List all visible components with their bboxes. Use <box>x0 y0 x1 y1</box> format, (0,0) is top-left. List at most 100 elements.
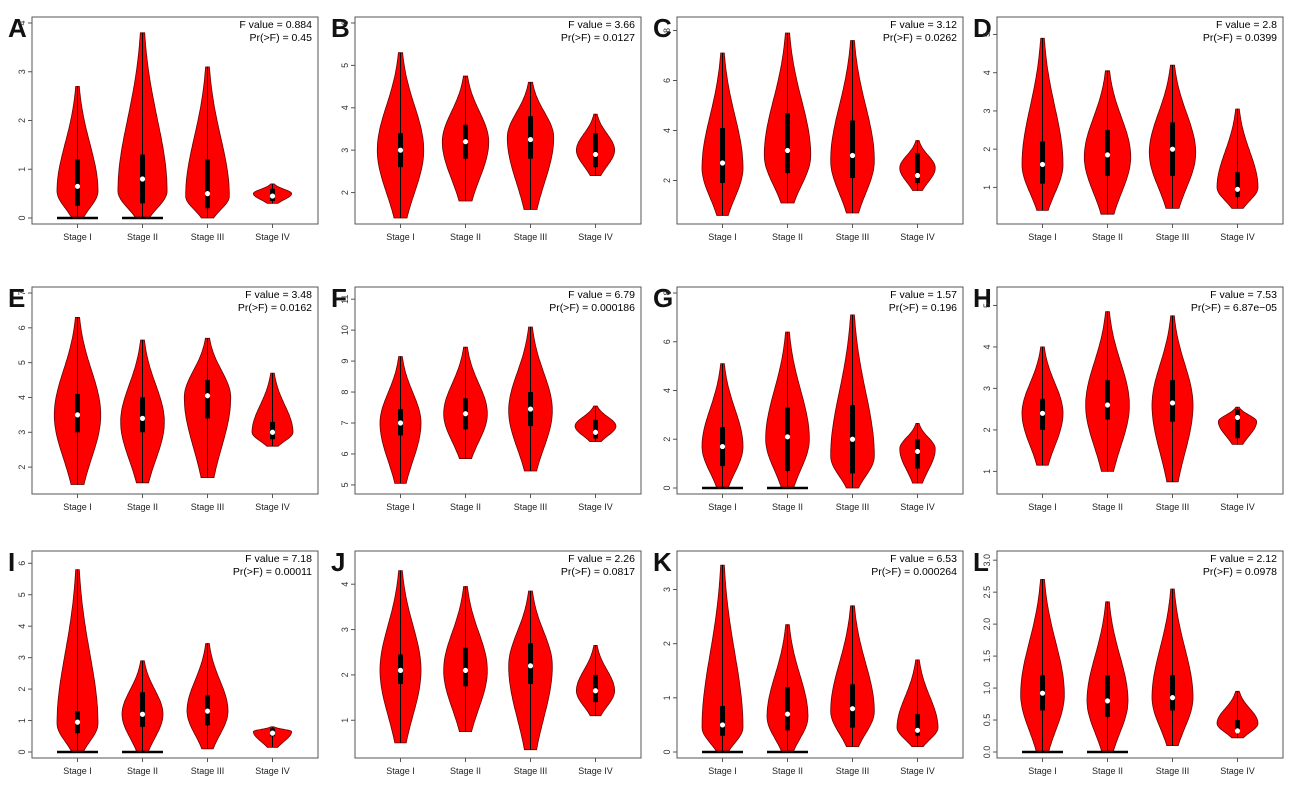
x-tick-label: Stage I <box>63 766 92 776</box>
y-tick-label: 6 <box>340 451 350 456</box>
median-dot <box>270 731 275 736</box>
y-tick-label: 8 <box>662 290 672 295</box>
y-tick-label: 0 <box>17 749 27 754</box>
panel-h: H 1 2 3 4 5 Stage I Stage II Stage III Stage IV F … <box>973 283 1283 512</box>
p-value-text: Pr(>F) = 0.0127 <box>561 32 635 44</box>
y-tick-label: 3.0 <box>982 554 992 567</box>
panel-d: D 1 2 3 4 5 Stage I Stage II Stage III Stage IV F … <box>973 13 1283 242</box>
median-dot <box>720 722 725 727</box>
x-tick-label: Stage IV <box>578 232 613 242</box>
panel-label: K <box>653 547 672 577</box>
x-tick-label: Stage III <box>191 502 225 512</box>
y-tick-label: 5 <box>982 32 992 37</box>
x-tick-label: Stage IV <box>255 502 290 512</box>
panel-a: A 0 1 2 3 4 Stage I Stage II Stage III Stage IV F … <box>8 13 318 242</box>
y-tick-label: 4 <box>17 395 27 400</box>
p-value-text: Pr(>F) = 0.196 <box>889 302 957 314</box>
y-tick-label: 2 <box>17 465 27 470</box>
x-tick-label: Stage I <box>708 766 737 776</box>
x-tick-label: Stage IV <box>900 232 935 242</box>
x-tick-label: Stage III <box>514 502 548 512</box>
x-tick-label: Stage IV <box>900 502 935 512</box>
y-tick-label: 2 <box>662 641 672 646</box>
y-tick-label: 0.0 <box>982 746 992 759</box>
y-tick-label: 6 <box>662 78 672 83</box>
p-value-text: Pr(>F) = 0.0978 <box>1203 566 1277 578</box>
x-tick-label: Stage III <box>836 502 870 512</box>
y-tick-label: 2 <box>982 427 992 432</box>
y-tick-label: 3 <box>17 430 27 435</box>
panel-label: J <box>331 547 345 577</box>
median-dot <box>205 191 210 196</box>
y-tick-label: 4 <box>662 388 672 393</box>
f-value-text: F value = 6.53 <box>890 553 957 565</box>
iqr-box <box>1170 675 1175 710</box>
panel-label: A <box>8 13 27 43</box>
y-tick-label: 1 <box>982 469 992 474</box>
y-tick-label: 8 <box>340 390 350 395</box>
median-dot <box>1040 162 1045 167</box>
panel-label: D <box>973 13 992 43</box>
y-tick-label: 2 <box>17 118 27 123</box>
y-tick-label: 9 <box>340 359 350 364</box>
median-dot <box>850 706 855 711</box>
x-tick-label: Stage II <box>772 232 803 242</box>
y-tick-label: 4 <box>17 20 27 25</box>
x-tick-label: Stage I <box>386 502 415 512</box>
y-tick-label: 1.5 <box>982 650 992 663</box>
y-tick-label: 2 <box>982 147 992 152</box>
median-dot <box>593 688 598 693</box>
median-dot <box>205 393 210 398</box>
median-dot <box>720 444 725 449</box>
x-tick-label: Stage III <box>1156 232 1190 242</box>
median-dot <box>785 711 790 716</box>
x-tick-label: Stage II <box>127 766 158 776</box>
x-tick-label: Stage I <box>386 232 415 242</box>
y-tick-label: 4 <box>982 70 992 75</box>
iqr-box <box>915 153 920 183</box>
y-tick-label: 0.5 <box>982 714 992 727</box>
median-dot <box>528 406 533 411</box>
y-tick-label: 7 <box>340 420 350 425</box>
x-tick-label: Stage II <box>127 502 158 512</box>
x-tick-label: Stage II <box>450 232 481 242</box>
panel-label: B <box>331 13 350 43</box>
x-tick-label: Stage IV <box>255 766 290 776</box>
median-dot <box>593 152 598 157</box>
y-tick-label: 1 <box>662 695 672 700</box>
y-tick-label: 3 <box>17 69 27 74</box>
iqr-box <box>1105 380 1110 419</box>
iqr-box <box>850 121 855 179</box>
y-tick-label: 0 <box>662 749 672 754</box>
y-tick-label: 1 <box>982 185 992 190</box>
x-tick-label: Stage III <box>514 232 548 242</box>
x-tick-label: Stage I <box>63 502 92 512</box>
f-value-text: F value = 0.884 <box>239 19 312 31</box>
median-dot <box>1105 402 1110 407</box>
median-dot <box>528 137 533 142</box>
iqr-box <box>1235 409 1240 438</box>
y-tick-label: 5 <box>17 360 27 365</box>
y-tick-label: 3 <box>17 655 27 660</box>
iqr-box <box>1105 675 1110 717</box>
x-tick-label: Stage III <box>836 232 870 242</box>
y-tick-label: 1 <box>340 718 350 723</box>
y-tick-label: 8 <box>662 28 672 33</box>
median-dot <box>140 712 145 717</box>
median-dot <box>850 437 855 442</box>
y-tick-label: 10 <box>340 325 350 335</box>
f-value-text: F value = 2.26 <box>568 553 635 565</box>
x-tick-label: Stage II <box>1092 502 1123 512</box>
x-tick-label: Stage III <box>191 232 225 242</box>
median-dot <box>1170 695 1175 700</box>
panel-j: J 1 2 3 4 Stage I Stage II Stage III Stage IV F v… <box>331 547 641 776</box>
median-dot <box>140 416 145 421</box>
median-dot <box>1235 187 1240 192</box>
median-dot <box>785 434 790 439</box>
iqr-box <box>205 160 210 209</box>
y-tick-label: 6 <box>662 339 672 344</box>
iqr-box <box>593 133 598 167</box>
y-tick-label: 3 <box>982 386 992 391</box>
f-value-text: F value = 3.12 <box>890 19 957 31</box>
x-tick-label: Stage I <box>1028 232 1057 242</box>
